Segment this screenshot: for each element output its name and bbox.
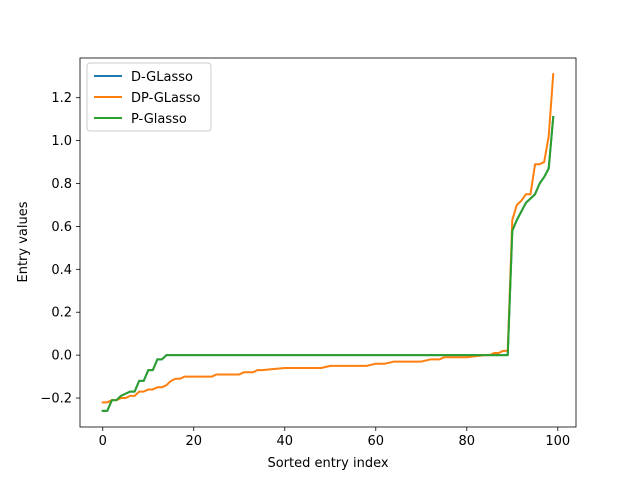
legend-box bbox=[86, 62, 212, 132]
legend-label-dp-glasso: DP-GLasso bbox=[131, 91, 201, 106]
y-tick-label: 0.2 bbox=[51, 306, 72, 321]
y-tick-label: 0.8 bbox=[51, 177, 72, 192]
series-layer bbox=[101, 73, 555, 412]
x-tick-label: 60 bbox=[368, 434, 385, 449]
x-tick-label: 40 bbox=[276, 434, 293, 449]
x-axis-label: Sorted entry index bbox=[267, 456, 388, 471]
x-axis: 0 20 40 60 80 100 bbox=[99, 427, 570, 449]
y-axis: −0.2 0.0 0.2 0.4 0.6 0.8 1.0 1.2 bbox=[40, 91, 80, 407]
x-tick-label: 20 bbox=[185, 434, 202, 449]
y-axis-label: Entry values bbox=[16, 201, 31, 282]
y-tick-label: 0.0 bbox=[51, 349, 72, 364]
legend-label-p-glasso: P-Glasso bbox=[131, 112, 187, 127]
series-line-p-glasso bbox=[101, 115, 555, 412]
x-tick-label: 80 bbox=[459, 434, 476, 449]
x-tick-label: 0 bbox=[99, 434, 107, 449]
y-tick-label: −0.2 bbox=[40, 392, 72, 407]
x-tick-label: 100 bbox=[545, 434, 570, 449]
y-tick-label: 0.4 bbox=[51, 263, 72, 278]
legend-label-d-glasso: D-GLasso bbox=[131, 70, 193, 85]
plot-frame bbox=[79, 57, 577, 428]
y-tick-label: 0.6 bbox=[51, 220, 72, 235]
legend: D-GLasso DP-GLasso P-Glasso bbox=[86, 62, 212, 132]
y-tick-label: 1.0 bbox=[51, 134, 72, 149]
y-tick-label: 1.2 bbox=[51, 91, 72, 106]
